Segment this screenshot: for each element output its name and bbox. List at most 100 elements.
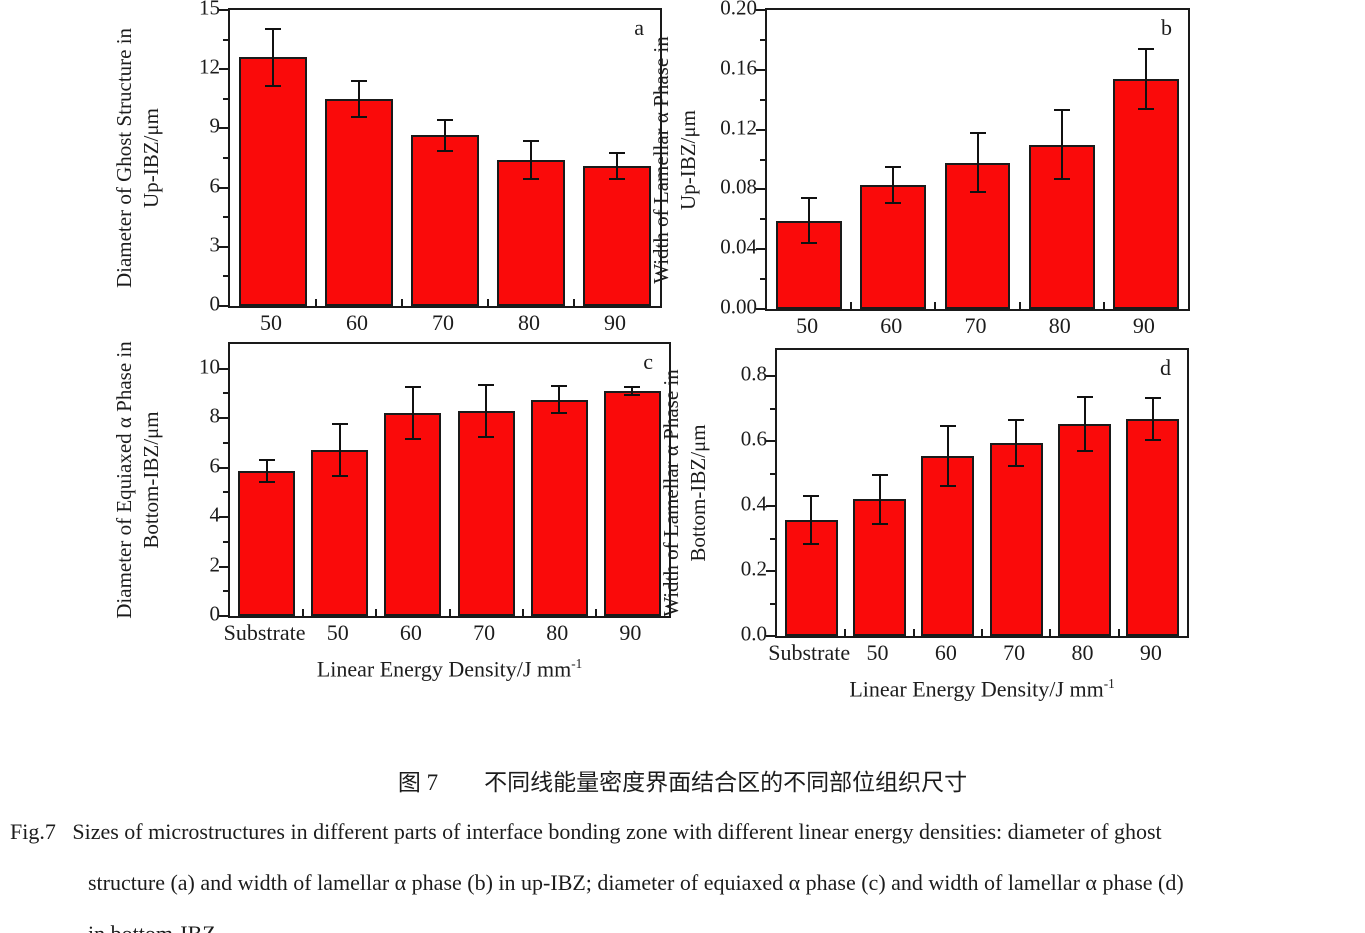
y-minor-tick [223, 392, 228, 395]
bar [497, 159, 565, 306]
error-bar-cap [551, 412, 568, 415]
x-tick-label: 60 [346, 310, 368, 335]
x-boundary-tick [1117, 629, 1120, 636]
y-minor-tick [770, 472, 775, 475]
x-axis-labels-a: 50 60 70 80 90 [228, 308, 662, 342]
y-major-tick [219, 245, 228, 248]
error-bar [976, 132, 979, 193]
x-boundary-tick [981, 629, 983, 636]
y-tick-label: 8 [209, 403, 221, 428]
y-axis-label-line1: Width of Lamellar α Phase in [659, 369, 683, 617]
error-bar-cap [609, 177, 625, 180]
x-tick-label: 60 [880, 313, 903, 338]
y-axis-label-a: Diameter of Ghost Structure in Up-IBZ/μm [106, 8, 170, 308]
y-axis-label-line2: Up-IBZ/μm [139, 108, 163, 208]
error-bar-cap [609, 152, 625, 155]
x-boundary-tick [375, 609, 378, 616]
y-major-tick [219, 186, 228, 189]
x-boundary-tick [1049, 629, 1052, 636]
bar [325, 98, 393, 306]
error-bar-cap [1008, 464, 1025, 467]
panel-letter: c [643, 349, 653, 374]
error-bar-cap [969, 131, 986, 134]
y-tick-label: 9 [209, 113, 221, 138]
error-bar-cap [1053, 177, 1070, 180]
x-axis-title-c: Linear Energy Density/J mm-1 [228, 652, 671, 692]
bar [238, 471, 296, 616]
error-bar [358, 81, 360, 117]
y-tick-label: 4 [209, 502, 221, 527]
panel-letter: d [1160, 355, 1171, 380]
y-tick-label: 0.04 [720, 234, 757, 259]
caption-english: Fig.7 Sizes of microstructures in differ… [10, 806, 1365, 933]
error-bar-cap [885, 201, 902, 204]
error-bar [265, 460, 268, 483]
error-bar-cap [1137, 47, 1154, 50]
panel-letter: a [634, 15, 644, 40]
x-tick-label: 60 [934, 640, 957, 665]
y-axis-label-line2: Bottom-IBZ/μm [686, 424, 710, 562]
error-bar-cap [801, 197, 818, 200]
y-axis-label-line2: Up-IBZ/μm [676, 109, 700, 210]
x-boundary-tick [521, 609, 524, 616]
y-major-tick [756, 308, 765, 310]
y-tick-label: 0.6 [740, 426, 767, 451]
x-boundary-tick [934, 302, 937, 309]
error-bar-cap [437, 150, 453, 153]
error-bar-cap [1053, 109, 1070, 112]
error-bar-cap [939, 424, 956, 427]
x-tick-label: 50 [326, 620, 349, 645]
plot-area-a: a [219, 8, 662, 308]
x-tick-label: 60 [399, 620, 422, 645]
y-major-tick [756, 68, 765, 71]
error-bar [631, 387, 634, 395]
error-bar-cap [939, 484, 956, 487]
error-bar [485, 384, 488, 437]
y-minor-tick [223, 157, 228, 159]
x-axis-title-d: Linear Energy Density/J mm-1 [775, 672, 1189, 712]
error-bar-cap [885, 165, 902, 168]
y-minor-tick [223, 540, 228, 543]
y-tick-label: 0.0 [740, 621, 767, 646]
error-bar [810, 495, 813, 545]
y-tick-label: 0 [209, 291, 221, 316]
bar [921, 455, 975, 636]
error-bar-cap [624, 386, 641, 389]
y-major-tick [219, 68, 228, 71]
y-axis-label-text: Width of Lamellar α Phase in Up-IBZ/μm [648, 36, 702, 284]
error-bar-cap [258, 459, 275, 462]
y-axis-label-line2: Bottom-IBZ/μm [139, 411, 163, 549]
y-minor-tick [223, 97, 228, 100]
y-tick-label: 6 [209, 453, 221, 478]
error-bar-cap [1076, 449, 1093, 452]
y-minor-tick [760, 98, 765, 101]
x-tick-label: 50 [866, 640, 889, 665]
error-bar-cap [404, 386, 421, 389]
error-bar-cap [1144, 396, 1161, 399]
x-boundary-tick [487, 299, 489, 306]
x-tick-label: 80 [1048, 313, 1071, 338]
x-tick-label: 70 [964, 313, 987, 338]
error-bar-cap [265, 27, 281, 30]
y-axis-label-b: Width of Lamellar α Phase in Up-IBZ/μm [643, 8, 707, 311]
bar [311, 450, 369, 616]
bar [530, 399, 588, 616]
y-axis-ticks-a: 0 3 6 9 12 15 [170, 0, 228, 316]
x-tick-label: 50 [260, 310, 282, 335]
error-bar [272, 28, 274, 86]
caption-english-line1: Fig.7 Sizes of microstructures in differ… [10, 819, 1162, 844]
error-bar [1144, 48, 1147, 109]
error-bar-cap [404, 438, 421, 441]
error-bar-cap [331, 423, 348, 426]
x-boundary-tick [315, 299, 317, 306]
y-axis-ticks-b: 0.00 0.04 0.08 0.12 0.16 0.20 [707, 0, 765, 319]
bar [1113, 78, 1179, 309]
y-minor-tick [760, 218, 765, 221]
y-major-tick [756, 128, 765, 131]
x-tick-label: 80 [546, 620, 569, 645]
y-tick-label: 12 [199, 54, 220, 79]
y-tick-label: 0.16 [720, 55, 757, 80]
error-bar-cap [803, 494, 820, 497]
bar [457, 410, 515, 616]
x-axis-labels-b: 50 60 70 80 90 [765, 311, 1190, 345]
